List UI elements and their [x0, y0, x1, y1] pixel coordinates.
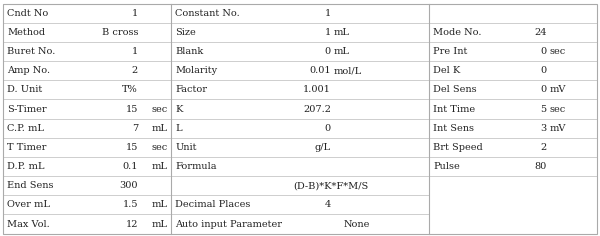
Text: T%: T%	[122, 85, 138, 94]
Text: sec: sec	[152, 105, 168, 114]
Text: 0.01: 0.01	[310, 66, 331, 75]
Text: 207.2: 207.2	[303, 105, 331, 114]
Text: 24: 24	[534, 28, 547, 37]
Text: Method: Method	[7, 28, 46, 37]
Text: mV: mV	[550, 124, 566, 133]
Text: 4: 4	[325, 200, 331, 209]
Text: Formula: Formula	[175, 162, 217, 171]
Text: Blank: Blank	[175, 47, 203, 56]
Text: Amp No.: Amp No.	[7, 66, 50, 75]
Text: Cndt No: Cndt No	[7, 9, 49, 18]
Text: 80: 80	[535, 162, 547, 171]
Text: 0: 0	[541, 66, 547, 75]
Text: Buret No.: Buret No.	[7, 47, 56, 56]
Text: 7: 7	[132, 124, 138, 133]
Text: g/L: g/L	[315, 143, 331, 152]
Text: 2: 2	[132, 66, 138, 75]
Text: 15: 15	[125, 143, 138, 152]
Text: mL: mL	[152, 124, 168, 133]
Text: (D-B)*K*F*M/S: (D-B)*K*F*M/S	[293, 181, 368, 190]
Text: mL: mL	[152, 219, 168, 228]
Text: None: None	[344, 219, 370, 228]
Text: Int Time: Int Time	[433, 105, 475, 114]
Text: Constant No.: Constant No.	[175, 9, 240, 18]
Text: Mode No.: Mode No.	[433, 28, 482, 37]
Text: K: K	[175, 105, 182, 114]
Text: 1.001: 1.001	[303, 85, 331, 94]
Text: mL: mL	[152, 200, 168, 209]
Text: 12: 12	[125, 219, 138, 228]
Text: Factor: Factor	[175, 85, 207, 94]
Text: 0: 0	[325, 124, 331, 133]
Text: S-Timer: S-Timer	[7, 105, 47, 114]
Text: 1: 1	[325, 28, 331, 37]
Text: Molarity: Molarity	[175, 66, 217, 75]
Text: mL: mL	[334, 47, 350, 56]
Text: D. Unit: D. Unit	[7, 85, 43, 94]
Text: 3: 3	[541, 124, 547, 133]
Text: sec: sec	[550, 105, 566, 114]
Text: Unit: Unit	[175, 143, 197, 152]
Text: Pulse: Pulse	[433, 162, 460, 171]
Text: 15: 15	[125, 105, 138, 114]
Text: Pre Int: Pre Int	[433, 47, 467, 56]
Text: Del Sens: Del Sens	[433, 85, 477, 94]
Text: mol/L: mol/L	[334, 66, 362, 75]
Text: 1: 1	[325, 9, 331, 18]
Text: sec: sec	[550, 47, 566, 56]
Text: 1.5: 1.5	[122, 200, 138, 209]
Text: Decimal Places: Decimal Places	[175, 200, 251, 209]
Text: T Timer: T Timer	[7, 143, 47, 152]
Text: mL: mL	[152, 162, 168, 171]
Text: Over mL: Over mL	[7, 200, 50, 209]
Text: Auto input Parameter: Auto input Parameter	[175, 219, 282, 228]
Text: Size: Size	[175, 28, 196, 37]
Text: 0: 0	[541, 47, 547, 56]
Text: L: L	[175, 124, 182, 133]
Text: 0: 0	[325, 47, 331, 56]
Text: mL: mL	[334, 28, 350, 37]
Text: mV: mV	[550, 85, 566, 94]
Text: 0: 0	[541, 85, 547, 94]
Text: End Sens: End Sens	[7, 181, 54, 190]
Text: 2: 2	[541, 143, 547, 152]
Text: B cross: B cross	[101, 28, 138, 37]
Text: 1: 1	[132, 9, 138, 18]
Text: 0.1: 0.1	[122, 162, 138, 171]
Text: C.P. mL: C.P. mL	[7, 124, 44, 133]
Text: 5: 5	[541, 105, 547, 114]
Text: Del K: Del K	[433, 66, 460, 75]
Text: 300: 300	[119, 181, 138, 190]
Text: sec: sec	[152, 143, 168, 152]
Text: D.P. mL: D.P. mL	[7, 162, 45, 171]
Text: Max Vol.: Max Vol.	[7, 219, 50, 228]
Text: 1: 1	[132, 47, 138, 56]
Text: Int Sens: Int Sens	[433, 124, 474, 133]
Text: Brt Speed: Brt Speed	[433, 143, 483, 152]
